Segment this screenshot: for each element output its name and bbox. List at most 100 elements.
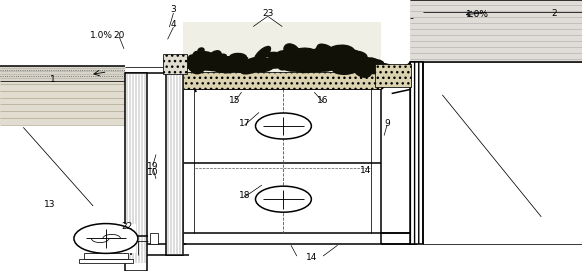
Ellipse shape: [288, 65, 301, 69]
Ellipse shape: [315, 46, 336, 59]
Ellipse shape: [340, 53, 356, 66]
Ellipse shape: [289, 61, 308, 72]
Bar: [183, 22, 381, 72]
Ellipse shape: [251, 59, 268, 67]
Ellipse shape: [345, 58, 372, 68]
Ellipse shape: [340, 63, 349, 68]
Ellipse shape: [229, 53, 247, 61]
Ellipse shape: [239, 62, 259, 69]
Ellipse shape: [212, 64, 238, 73]
Ellipse shape: [276, 53, 289, 59]
Ellipse shape: [189, 53, 205, 68]
Ellipse shape: [250, 57, 262, 62]
Ellipse shape: [289, 64, 307, 72]
Ellipse shape: [306, 59, 325, 66]
Ellipse shape: [194, 56, 207, 64]
Bar: [183, 72, 381, 89]
Ellipse shape: [205, 52, 222, 64]
Ellipse shape: [215, 61, 230, 69]
Ellipse shape: [283, 62, 290, 69]
Ellipse shape: [320, 50, 352, 65]
Ellipse shape: [197, 47, 205, 54]
Ellipse shape: [281, 63, 297, 71]
Bar: [0, 81, 125, 125]
Ellipse shape: [289, 65, 299, 69]
Ellipse shape: [246, 60, 263, 68]
Ellipse shape: [180, 57, 210, 66]
Ellipse shape: [286, 47, 316, 62]
Ellipse shape: [347, 52, 363, 62]
Ellipse shape: [196, 55, 216, 65]
Bar: [423, 62, 582, 244]
Text: 16: 16: [317, 96, 329, 105]
Ellipse shape: [179, 59, 192, 65]
Ellipse shape: [346, 63, 362, 72]
Text: 17: 17: [239, 119, 250, 128]
Ellipse shape: [218, 53, 227, 58]
Ellipse shape: [190, 63, 204, 75]
Ellipse shape: [183, 57, 205, 68]
Ellipse shape: [266, 52, 282, 59]
Ellipse shape: [318, 58, 338, 71]
Ellipse shape: [208, 64, 221, 70]
Ellipse shape: [271, 56, 283, 61]
Ellipse shape: [326, 44, 355, 60]
Ellipse shape: [206, 56, 236, 63]
Ellipse shape: [349, 56, 371, 64]
Text: 22: 22: [121, 222, 133, 231]
Ellipse shape: [235, 66, 255, 72]
Ellipse shape: [200, 62, 230, 71]
Ellipse shape: [239, 63, 254, 70]
Ellipse shape: [249, 57, 269, 65]
Text: 10: 10: [147, 167, 158, 177]
Ellipse shape: [278, 54, 290, 62]
Ellipse shape: [214, 63, 232, 72]
Ellipse shape: [302, 54, 320, 63]
Ellipse shape: [260, 60, 274, 64]
Ellipse shape: [264, 62, 276, 68]
Ellipse shape: [217, 57, 236, 65]
Bar: [79, 259, 133, 263]
Ellipse shape: [303, 51, 320, 63]
Ellipse shape: [197, 55, 225, 70]
Ellipse shape: [319, 60, 333, 66]
Bar: [76, 224, 136, 253]
Ellipse shape: [333, 65, 356, 73]
Ellipse shape: [351, 56, 363, 68]
Ellipse shape: [329, 59, 341, 68]
Ellipse shape: [306, 60, 322, 70]
Ellipse shape: [362, 64, 374, 70]
Ellipse shape: [310, 60, 333, 65]
Ellipse shape: [221, 56, 249, 63]
Ellipse shape: [269, 57, 290, 66]
Ellipse shape: [176, 62, 195, 70]
Ellipse shape: [225, 59, 247, 67]
Ellipse shape: [217, 64, 236, 73]
Ellipse shape: [267, 63, 278, 69]
Bar: [410, 0, 582, 62]
Ellipse shape: [371, 62, 388, 73]
Text: 1: 1: [49, 75, 55, 85]
Text: 14: 14: [360, 166, 371, 175]
Bar: [84, 253, 127, 259]
Text: 4: 4: [171, 20, 176, 29]
Ellipse shape: [253, 64, 274, 72]
Text: 13: 13: [44, 200, 55, 209]
Ellipse shape: [261, 58, 278, 62]
Ellipse shape: [224, 57, 243, 66]
Bar: [166, 73, 183, 255]
Ellipse shape: [198, 63, 214, 71]
Ellipse shape: [340, 61, 352, 65]
Ellipse shape: [352, 64, 363, 70]
Ellipse shape: [212, 63, 233, 71]
Text: 23: 23: [262, 8, 274, 18]
Text: 20: 20: [113, 31, 125, 40]
Ellipse shape: [357, 66, 368, 72]
Ellipse shape: [357, 65, 367, 70]
Ellipse shape: [351, 63, 366, 71]
Bar: [410, 62, 423, 244]
Ellipse shape: [283, 63, 301, 72]
Ellipse shape: [205, 57, 230, 66]
Ellipse shape: [352, 60, 372, 78]
Ellipse shape: [228, 64, 247, 73]
